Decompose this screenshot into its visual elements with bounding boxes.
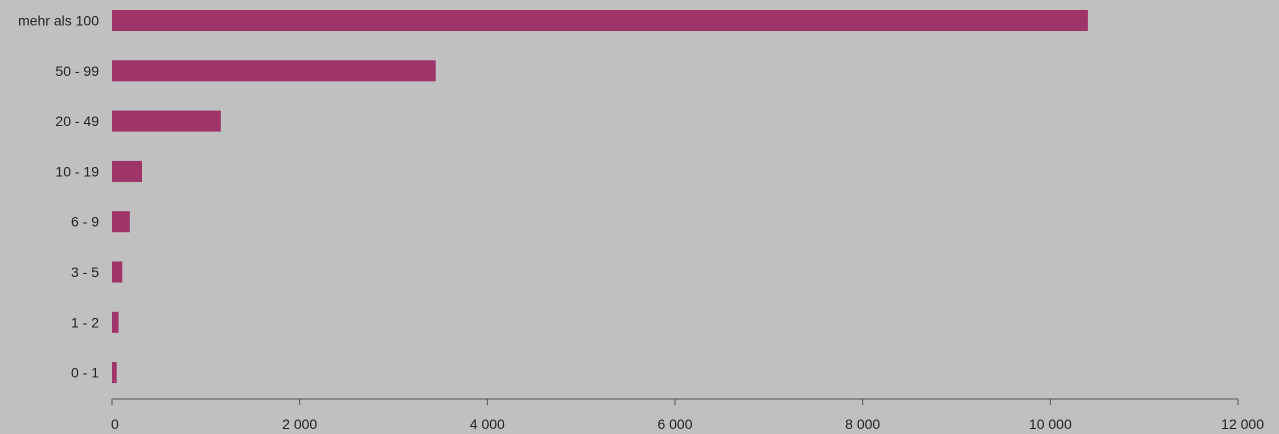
category-label-4: 6 - 9 bbox=[71, 214, 99, 230]
x-tick-label-3: 6 000 bbox=[657, 416, 692, 432]
category-label-6: 1 - 2 bbox=[71, 314, 99, 330]
bar-4 bbox=[112, 211, 130, 233]
bar-5 bbox=[112, 261, 123, 283]
x-tick-label-0: 0 bbox=[111, 416, 119, 432]
x-axis: 0 2 000 4 000 6 000 8 000 10 000 12 000 bbox=[111, 398, 1264, 432]
x-tick-label-2: 4 000 bbox=[470, 416, 505, 432]
category-label-0: mehr als 100 bbox=[18, 13, 99, 29]
bar-7 bbox=[112, 362, 117, 384]
bar-0 bbox=[112, 10, 1088, 31]
bars-group bbox=[112, 10, 1088, 384]
bar-3 bbox=[112, 160, 142, 182]
category-label-1: 50 - 99 bbox=[55, 63, 99, 79]
category-label-3: 10 - 19 bbox=[55, 163, 99, 179]
bar-1 bbox=[112, 60, 436, 82]
category-label-5: 3 - 5 bbox=[71, 264, 99, 280]
x-tick-label-4: 8 000 bbox=[845, 416, 880, 432]
x-tick-label-6: 12 000 bbox=[1221, 416, 1264, 432]
bar-2 bbox=[112, 110, 221, 132]
category-labels: mehr als 100 50 - 99 20 - 49 10 - 19 6 - 9 3 … bbox=[18, 13, 99, 381]
x-tick-label-1: 2 000 bbox=[282, 416, 317, 432]
bar-6 bbox=[112, 311, 119, 333]
x-tick-label-5: 10 000 bbox=[1029, 416, 1072, 432]
category-label-2: 20 - 49 bbox=[55, 113, 99, 129]
category-label-7: 0 - 1 bbox=[71, 365, 99, 381]
